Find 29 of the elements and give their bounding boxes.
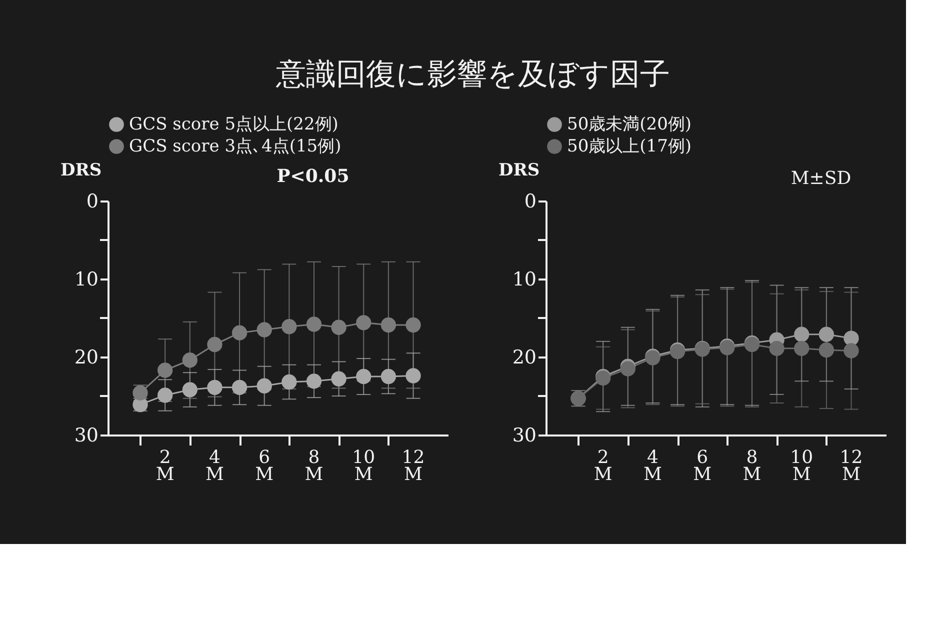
legend-label: 50歳未満(20例) xyxy=(567,114,692,134)
legend-label: GCS score 3点､4点(15例) xyxy=(129,136,342,156)
legend-label: 50歳以上(17例) xyxy=(567,136,692,156)
y-tick-label: 30 xyxy=(74,424,98,446)
x-tick-label: 12 M xyxy=(840,447,863,485)
y-tick-label: 0 xyxy=(524,190,536,212)
x-tick-label: 2 M xyxy=(594,447,612,485)
y-tick-label: 0 xyxy=(86,190,98,212)
chart-title: 意識回復に影響を及ぼす因子 xyxy=(275,57,670,92)
x-tick-label: 4 M xyxy=(643,447,662,485)
y-axis-title: DRS xyxy=(60,160,102,180)
x-tick-label: 2 M xyxy=(156,447,174,485)
legend-label: GCS score 5点以上(22例) xyxy=(129,114,338,134)
y-tick-label: 20 xyxy=(512,346,536,368)
text: M±SD xyxy=(790,168,852,189)
y-tick-label: 30 xyxy=(512,424,536,446)
x-tick-label: 6 M xyxy=(255,447,274,485)
x-tick-label: 10 M xyxy=(352,447,376,485)
x-tick-label: 6 M xyxy=(693,447,712,485)
y-tick-label: 20 xyxy=(74,346,98,368)
x-tick-label: 4 M xyxy=(205,447,224,485)
text: P<0.05 xyxy=(276,166,350,187)
x-tick-label: 8 M xyxy=(304,447,324,485)
y-tick-label: 10 xyxy=(74,268,98,290)
x-tick-label: 8 M xyxy=(742,447,762,485)
y-tick-label: 10 xyxy=(512,268,536,290)
x-tick-label: 12 M xyxy=(402,447,425,485)
y-axis-title: DRS xyxy=(498,160,540,180)
x-tick-label: 10 M xyxy=(790,447,814,485)
